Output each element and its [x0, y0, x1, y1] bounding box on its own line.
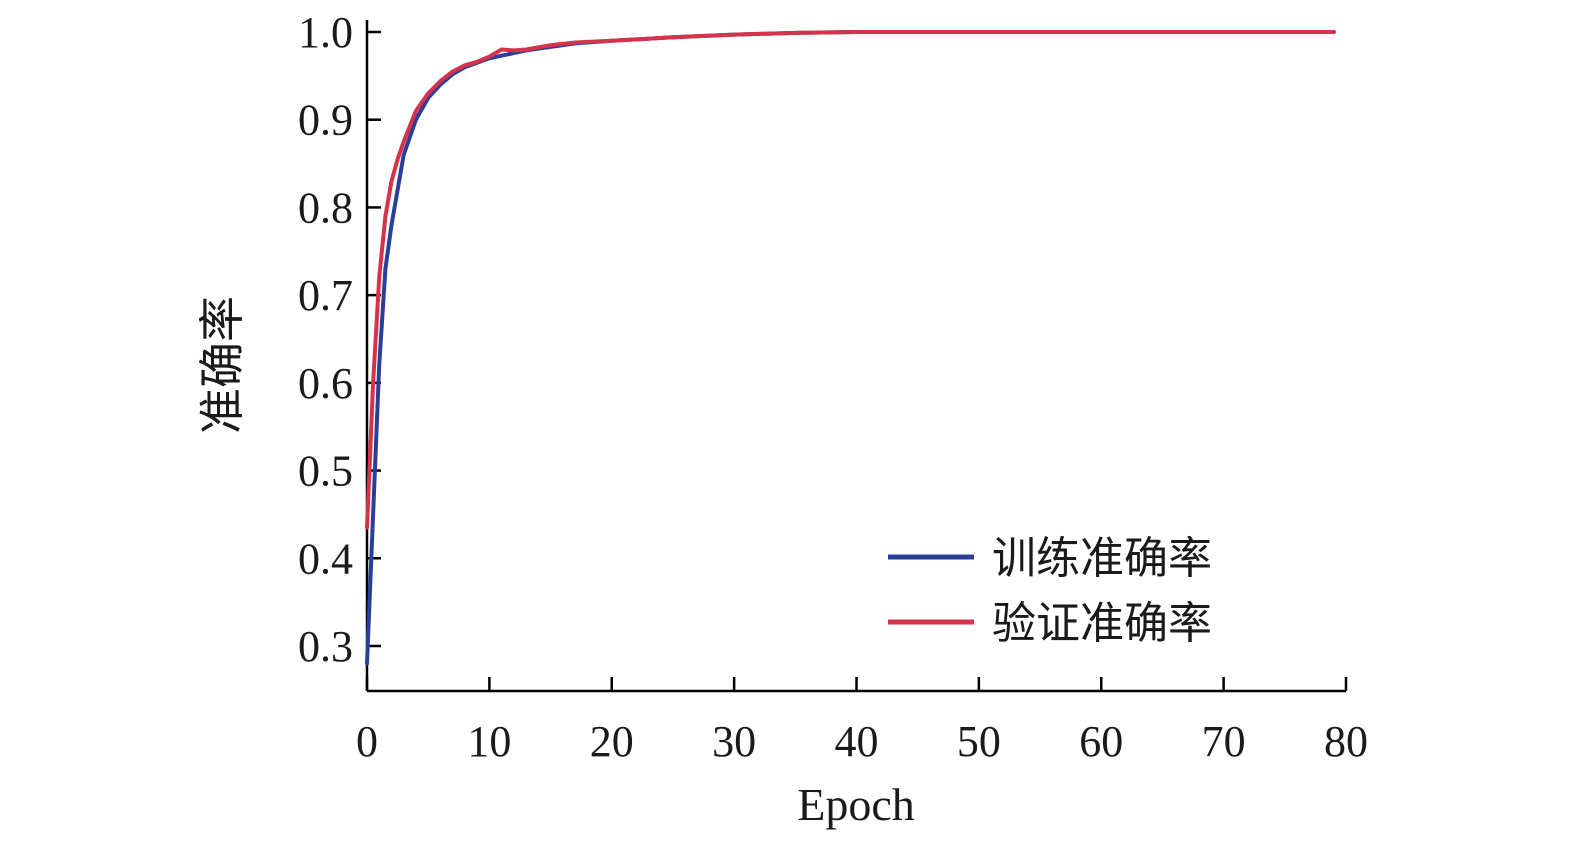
series-line-2 [365, 30, 1336, 530]
y-tick-label: 0.8 [298, 183, 353, 232]
x-tick-label: 70 [1202, 717, 1246, 766]
y-tick-label: 0.4 [298, 534, 353, 583]
x-tick-label: 50 [957, 717, 1001, 766]
series-layer [365, 30, 1336, 666]
y-tick-label: 0.3 [298, 622, 353, 671]
y-tick-label: 0.5 [298, 447, 353, 496]
x-axis-title: Epoch [797, 779, 915, 830]
axes: 0.3 0.4 0.5 0.6 0.7 0.8 0.9 1.0 0 10 20 30 40 50 60 70 8… [298, 8, 1368, 766]
y-tick-label: 1.0 [298, 8, 353, 57]
x-tick-label: 60 [1079, 717, 1123, 766]
y-tick-label: 0.7 [298, 271, 353, 320]
y-axis-title: 准确率 [197, 296, 248, 434]
legend-label-1: 训练准确率 [992, 533, 1212, 584]
x-tick-label: 80 [1324, 717, 1368, 766]
x-tick-label: 40 [835, 717, 879, 766]
x-tick-label: 0 [356, 717, 378, 766]
x-tick-label: 10 [467, 717, 511, 766]
y-tick-label: 0.6 [298, 359, 353, 408]
x-tick-label: 20 [590, 717, 634, 766]
legend-label-2: 验证准确率 [992, 598, 1212, 649]
y-tick-label: 0.9 [298, 96, 353, 145]
x-tick-label: 30 [712, 717, 756, 766]
